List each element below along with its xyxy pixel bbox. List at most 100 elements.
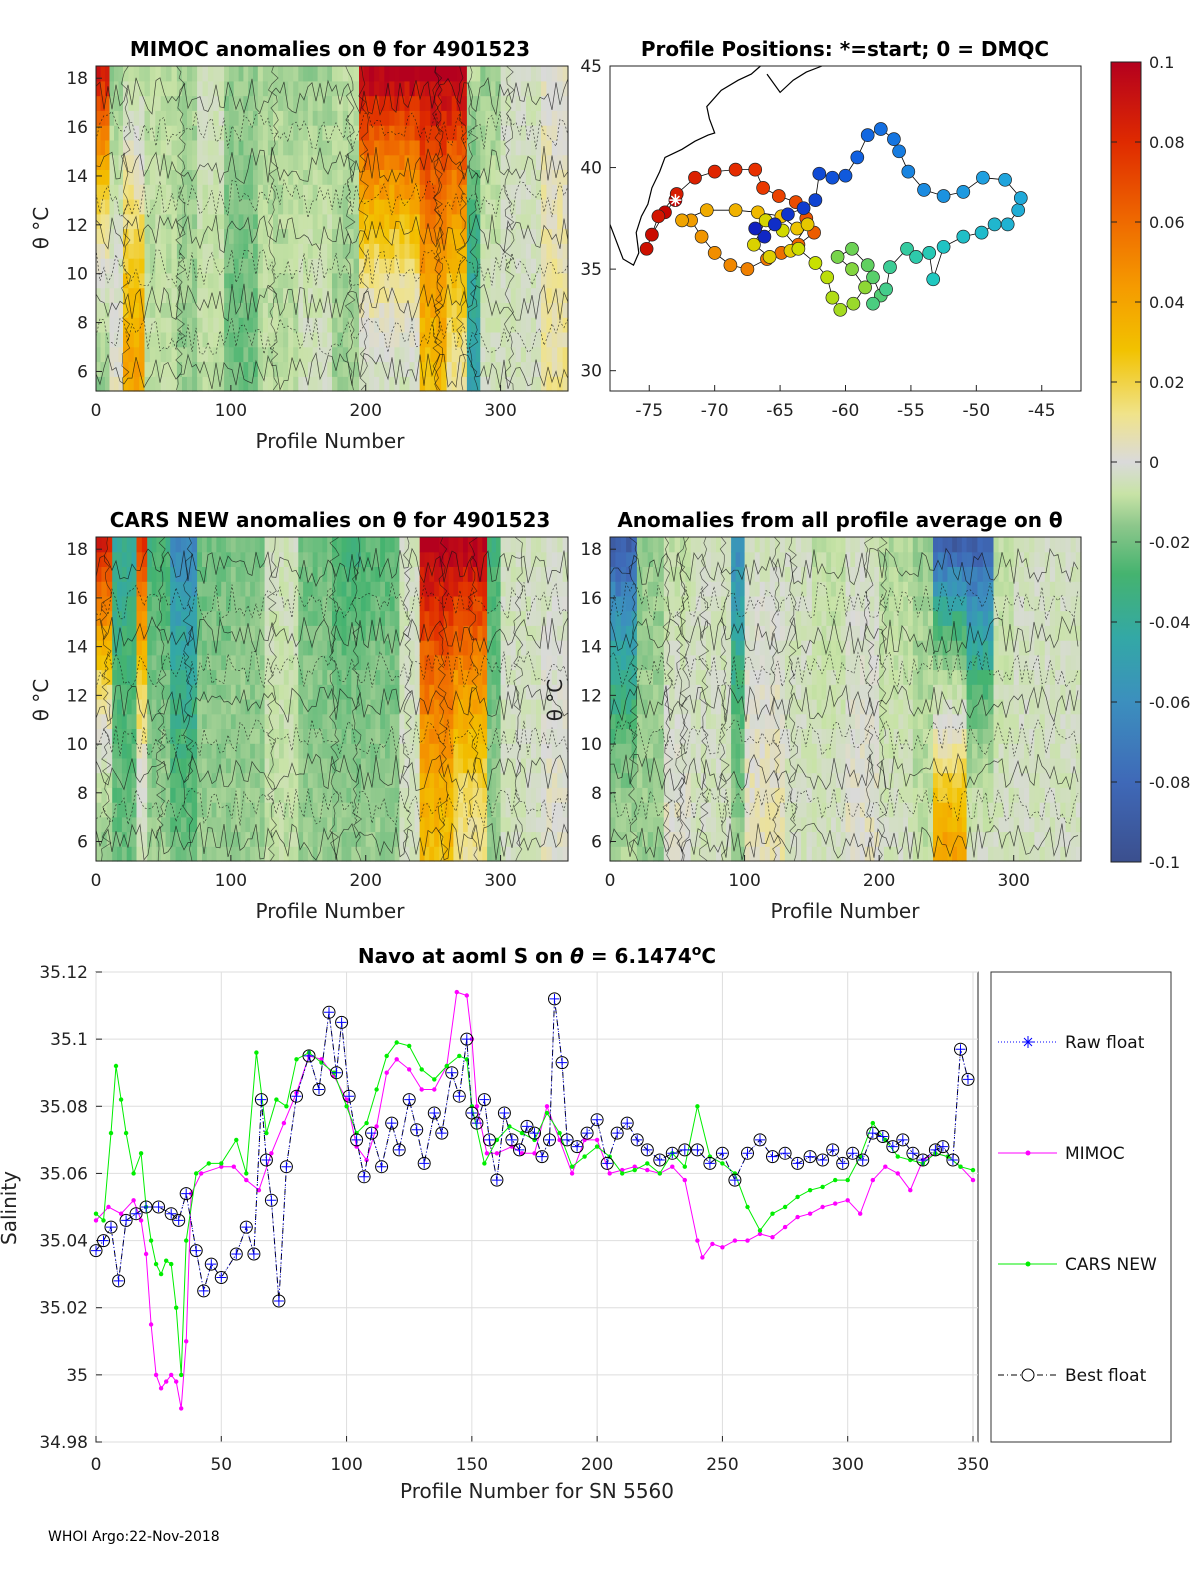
heatmap-cell (332, 287, 338, 303)
heatmap-cell (269, 816, 275, 833)
heatmap-cell (520, 346, 527, 363)
heatmap-cell (182, 331, 188, 348)
profile-position-marker (845, 241, 859, 256)
heatmap-cell (117, 610, 123, 626)
heatmap-cell (399, 684, 406, 700)
heatmap-cell (312, 669, 319, 685)
heatmap-cell (257, 228, 264, 244)
heatmap-cell (690, 669, 697, 685)
heatmap-cell (283, 684, 290, 700)
heatmap-cell (155, 213, 162, 230)
heatmap-cell (477, 831, 483, 847)
heatmap-cell (364, 199, 370, 215)
heatmap-cell (404, 331, 411, 348)
heatmap-cell (253, 258, 259, 274)
heatmap-cell (312, 154, 319, 170)
heatmap-cell (106, 566, 113, 582)
heatmap-cell (541, 625, 547, 641)
x-tick-label: -60 (832, 401, 860, 421)
heatmap-cell (414, 640, 421, 656)
heatmap-cell (490, 258, 497, 274)
profile-position-marker (800, 217, 815, 232)
heatmap-cell (710, 831, 717, 847)
heatmap-cell (491, 684, 497, 700)
heatmap-cell (337, 302, 344, 318)
heatmap-cell (370, 595, 376, 612)
heatmap-cell (435, 317, 442, 333)
heatmap-cell (557, 272, 564, 289)
heatmap-cell (472, 816, 478, 833)
heatmap-cell (441, 361, 448, 377)
heatmap-cell (490, 95, 497, 111)
heatmap-cell (615, 816, 622, 833)
heatmap-cell (620, 654, 627, 671)
heatmap-cell (187, 346, 193, 363)
heatmap-cell (342, 243, 349, 259)
heatmap-cell (404, 199, 411, 215)
heatmap-cell (744, 743, 751, 759)
heatmap-cell (500, 287, 507, 303)
heatmap-cell (510, 640, 517, 656)
heatmap-cell (216, 625, 222, 641)
heatmap-cell (536, 110, 542, 126)
heatmap-cell (525, 757, 532, 774)
heatmap-cell (327, 272, 333, 289)
heatmap-cell (472, 757, 478, 774)
heatmap-cell (207, 213, 214, 230)
heatmap-cell (240, 787, 246, 803)
heatmap-cell (653, 654, 660, 671)
heatmap-cell (197, 228, 204, 244)
heatmap-cell (243, 80, 249, 97)
heatmap-cell (482, 684, 488, 700)
heatmap-cell (262, 184, 269, 200)
heatmap-cell (274, 787, 280, 803)
heatmap-cell (230, 625, 237, 641)
heatmap-cell (458, 787, 464, 803)
profile-position-marker (812, 166, 827, 181)
heatmap-cell (557, 537, 564, 553)
heatmap-cell (356, 640, 362, 656)
heatmap-cell (332, 551, 338, 567)
heatmap-cell (224, 139, 230, 156)
heatmap-cell (399, 346, 406, 363)
heatmap-cell (240, 581, 246, 597)
heatmap-cell (744, 728, 751, 744)
heatmap-cell (243, 376, 249, 392)
heatmap-cell (389, 346, 395, 363)
heatmap-cell (409, 331, 416, 348)
heatmap-cell (133, 66, 140, 82)
heatmap-cell (482, 831, 488, 847)
heatmap-cell (700, 566, 707, 582)
heatmap-cell (221, 699, 227, 715)
heatmap-cell (170, 551, 177, 567)
heatmap-cell (248, 184, 254, 200)
profile-position-marker (756, 181, 770, 195)
heatmap-cell (394, 199, 401, 215)
heatmap-cell (327, 831, 333, 847)
heatmap-cell (353, 169, 360, 185)
coastline (609, 65, 761, 266)
heatmap-cell (466, 331, 472, 348)
heatmap-cell (735, 537, 741, 553)
heatmap-cell (530, 713, 537, 729)
heatmap-cell (332, 110, 338, 126)
heatmap-cell (224, 243, 230, 259)
heatmap-cell (151, 787, 157, 803)
heatmap-cell (663, 757, 670, 774)
heatmap-cell (705, 757, 712, 774)
heatmap-cell (425, 80, 432, 97)
heatmap-cell (312, 831, 319, 847)
heatmap-cell (438, 713, 445, 729)
profile-position-marker (723, 258, 738, 272)
heatmap-cell (151, 654, 157, 671)
heatmap-cell (636, 640, 643, 656)
profile-position-marker (987, 217, 1002, 232)
heatmap-cell (716, 787, 722, 803)
heatmap-cell (175, 537, 182, 553)
heatmap-cell (307, 228, 314, 244)
heatmap-cell (131, 802, 138, 818)
heatmap-cell (434, 610, 440, 626)
heatmap-cell (206, 787, 213, 803)
heatmap-cell (322, 139, 328, 156)
heatmap-cell (551, 66, 558, 82)
